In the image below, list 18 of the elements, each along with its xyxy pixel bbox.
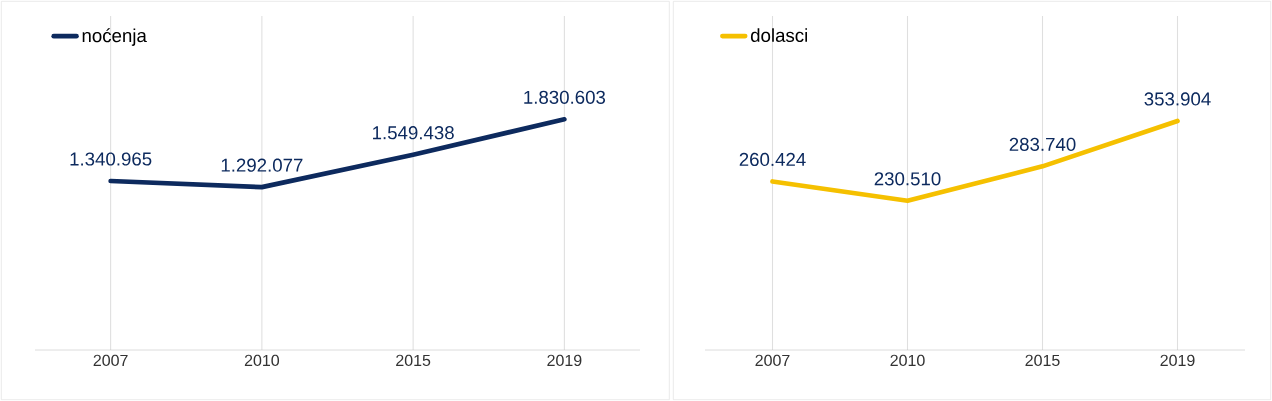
x-tick-label: 2015: [396, 354, 431, 367]
legend-label: noćenja: [82, 28, 147, 46]
data-label: 1.830.603: [524, 90, 606, 104]
data-label: 230.510: [874, 172, 941, 186]
x-tick-label: 2019: [547, 354, 582, 367]
data-label: 260.424: [739, 152, 806, 167]
x-tick-label: 2007: [755, 354, 790, 367]
x-tick-label: 2007: [93, 354, 128, 367]
x-tick-label: 2010: [890, 354, 925, 367]
data-label: 1.340.965: [70, 152, 152, 166]
x-tick-label: 2010: [244, 354, 280, 367]
data-label: 353.904: [1144, 92, 1211, 106]
data-label: 283.740: [1009, 137, 1076, 151]
data-label: 1.292.077: [221, 158, 303, 172]
data-label: 1.549.438: [373, 126, 454, 140]
x-tick-label: 2019: [1160, 354, 1195, 367]
legend-label: dolasci: [750, 28, 807, 42]
x-tick-label: 2015: [1025, 354, 1060, 367]
